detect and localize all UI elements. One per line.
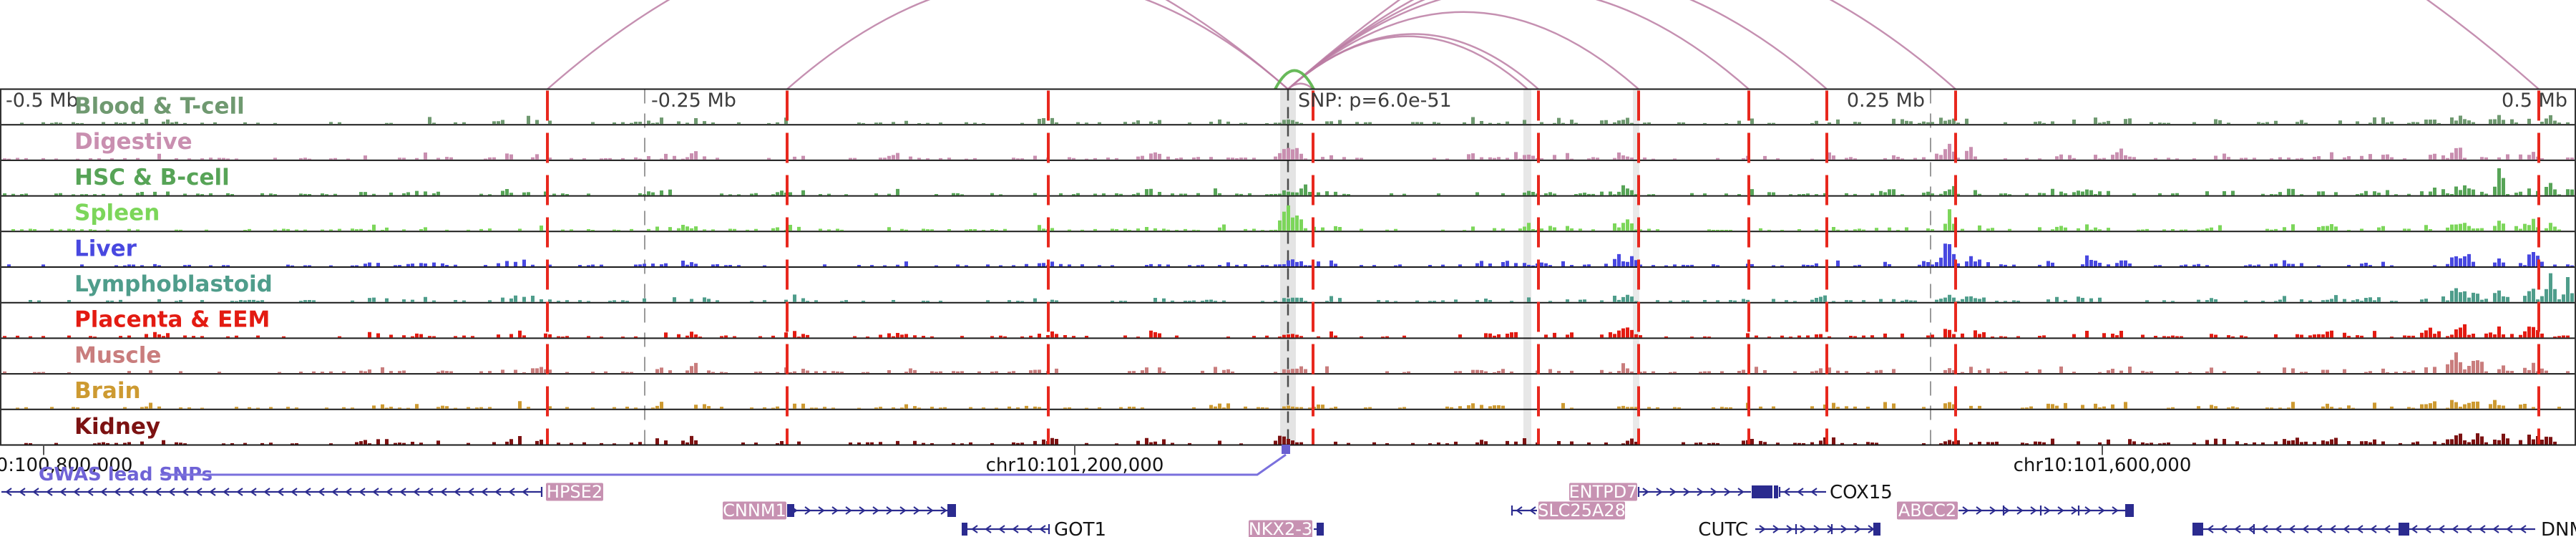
gene-label-box — [1569, 483, 1637, 501]
gene-nkx2-3: NKX2-3 — [1249, 519, 1324, 537]
gene-dnmbp: DNMBP — [2192, 519, 2576, 537]
gene-label-box — [1538, 501, 1625, 520]
interaction-arc — [1287, 0, 1828, 90]
track-grid-lines — [0, 88, 2576, 455]
gene-abcc2: ABCC2 — [1897, 500, 2134, 521]
track-signal-brain — [16, 400, 2561, 409]
gene-annotations: HPSE2 ENTPD7 COX15 CNNM1 SLC25A28 ABCC2 GOT1 NK… — [1, 482, 2576, 537]
gene-exon-block — [2399, 523, 2409, 536]
gene-strand-arrows — [791, 506, 947, 515]
gene-cutc: CUTC — [1698, 519, 1880, 537]
gene-got1: GOT1 — [962, 519, 1106, 537]
interaction-arc — [1287, 33, 1539, 90]
track-label-kidney: Kidney — [74, 414, 160, 440]
track-labels: Blood & T-cell Digestive HSC & B-cell Sp… — [74, 94, 273, 440]
gene-label: COX15 — [1830, 482, 1893, 503]
ruler-label-minus-0.25mb: -0.25 Mb — [651, 90, 736, 112]
track-label-spleen: Spleen — [74, 200, 160, 226]
snp-pvalue-label: SNP: p=6.0e-51 — [1298, 90, 1452, 112]
ruler-label-plus-0.5mb: 0.5 Mb — [2502, 90, 2567, 112]
track-label-blood-t-cell: Blood & T-cell — [74, 94, 245, 120]
gene-strand-arrows — [1642, 488, 1745, 496]
gene-slc25a28: SLC25A28 — [1511, 500, 1626, 521]
gene-label: SLC25A28 — [1538, 500, 1626, 521]
gwas-snp-marker — [1282, 445, 1290, 454]
gene-strand-arrows — [2207, 525, 2527, 533]
gene-cnnm1: CNNM1 — [723, 500, 956, 521]
track-label-muscle: Muscle — [74, 342, 161, 368]
gene-exon-block — [787, 504, 794, 517]
gene-exon-block — [1774, 485, 1778, 498]
interaction-arc — [1287, 0, 1956, 90]
track-label-brain: Brain — [74, 378, 141, 404]
track-label-lymphoblastoid: Lymphoblastoid — [74, 271, 273, 297]
gene-label-box — [546, 483, 603, 501]
gene-exon-block — [1873, 523, 1880, 536]
gene-cox15: COX15 — [1778, 482, 1893, 503]
gene-strand-arrows — [1962, 506, 2119, 515]
ruler-label-plus-0.25mb: 0.25 Mb — [1847, 90, 1925, 112]
gene-strand-arrows — [1516, 506, 1536, 515]
gene-label: ABCC2 — [1898, 500, 1956, 521]
coord-label-left: chr10:100,800,000 — [0, 455, 132, 476]
gene-exon-block — [1317, 523, 1324, 536]
track-label-hsc-b-cell: HSC & B-cell — [74, 165, 230, 190]
gene-entpd7: ENTPD7 — [1569, 482, 1778, 502]
anchor-red-dashed-lines — [546, 90, 2540, 445]
track-label-liver: Liver — [74, 236, 137, 261]
interaction-arc — [547, 0, 1289, 90]
gene-strand-arrows — [971, 525, 1046, 533]
gene-exon-block — [947, 504, 956, 517]
interaction-arcs — [547, 0, 2540, 90]
gene-exon-block — [962, 523, 967, 536]
gene-label-box — [1249, 520, 1312, 537]
gene-exon-block — [1752, 485, 1772, 498]
green-interaction-arc — [1274, 69, 1315, 90]
interaction-arc — [1287, 0, 1750, 90]
interaction-arc — [1287, 11, 1639, 90]
coordinate-labels: chr10:100,800,000 chr10:101,200,000 chr1… — [0, 455, 2191, 476]
gene-label: HPSE2 — [547, 482, 602, 502]
interaction-arc — [786, 0, 1289, 90]
signal-tracks — [3, 115, 2574, 445]
track-signal-digestive — [3, 143, 2574, 160]
ruler-label-minus-0.5mb: -0.5 Mb — [6, 90, 79, 112]
track-signal-placenta-eem — [3, 324, 2570, 338]
gene-hpse2: HPSE2 — [1, 482, 603, 502]
gene-label: ENTPD7 — [1569, 482, 1638, 502]
scale-ruler: -0.5 Mb -0.25 Mb SNP: p=6.0e-51 0.25 Mb … — [6, 90, 2567, 112]
track-signal-lymphoblastoid — [29, 273, 2574, 302]
gene-label-box — [1897, 501, 1958, 520]
gene-label: CUTC — [1698, 519, 1748, 537]
coord-label-right: chr10:101,600,000 — [2014, 455, 2192, 476]
gene-exon-block — [2192, 523, 2203, 536]
gene-label: NKX2-3 — [1249, 519, 1312, 537]
track-signal-kidney — [24, 433, 2557, 445]
track-signal-blood-t-cell — [20, 115, 2570, 125]
gene-label: GOT1 — [1054, 519, 1106, 537]
track-label-placenta-eem: Placenta & EEM — [74, 307, 270, 333]
track-label-digestive: Digestive — [74, 129, 192, 155]
interaction-arc — [1287, 0, 2540, 90]
gene-strand-arrows — [5, 488, 529, 496]
gene-label: CNNM1 — [723, 500, 786, 521]
gene-exon-block — [2125, 504, 2134, 517]
gene-label-box — [723, 501, 786, 520]
gene-strand-arrows — [1783, 488, 1818, 496]
gwas-lead-snps: GWAS lead SNPs — [39, 445, 1290, 485]
coord-label-center: chr10:101,200,000 — [986, 455, 1164, 476]
gene-label: DNMBP — [2541, 519, 2576, 537]
gwas-connector-line — [160, 453, 1287, 476]
